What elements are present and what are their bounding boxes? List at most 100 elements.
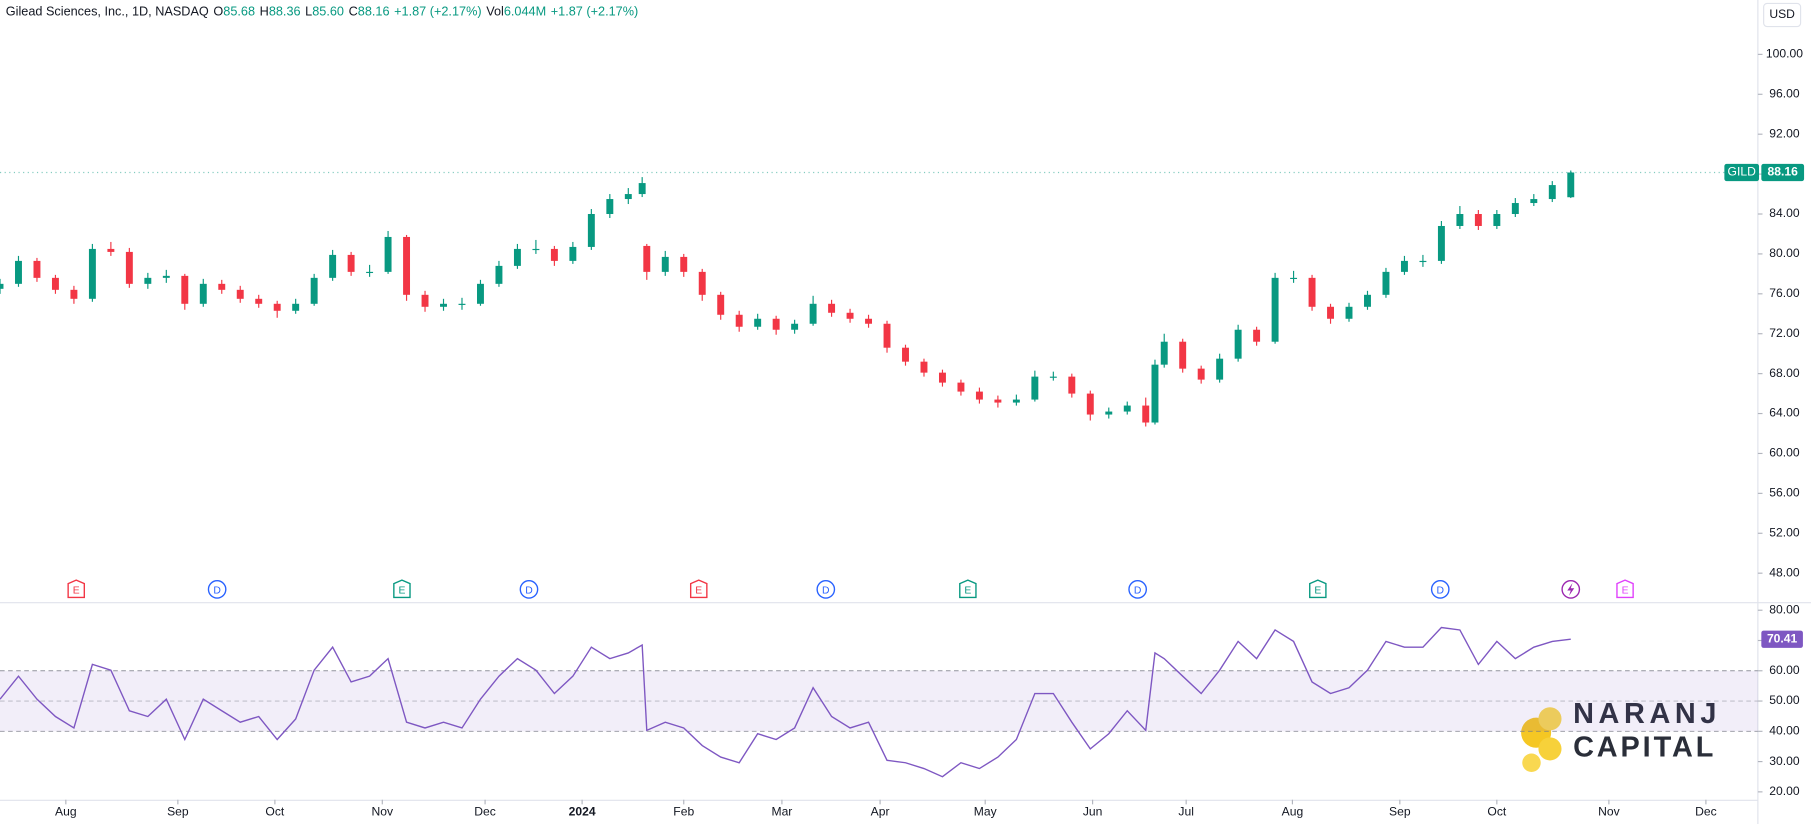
candle-body [1437, 225, 1445, 261]
x-tick-label: Aug [55, 805, 77, 819]
rsi-tag-text: 70.41 [1767, 631, 1798, 645]
candle-body [273, 303, 281, 311]
event-marker [393, 579, 411, 599]
rsi-line [0, 626, 1571, 778]
candle-body [532, 248, 540, 251]
y-tick-label: 52.00 [1769, 525, 1800, 539]
event-marker [959, 579, 977, 599]
currency-button[interactable] [1763, 2, 1802, 28]
legend-label: Vol [486, 5, 504, 19]
y-tick-label: 100.00 [1766, 47, 1803, 61]
candle-body [292, 303, 300, 311]
x-tick-label: Dec [474, 805, 496, 819]
candle-body [218, 283, 226, 290]
watermark-logo [1521, 707, 1562, 772]
candle-body [1364, 294, 1371, 307]
candle-body [458, 303, 466, 305]
x-tick-label: Oct [265, 805, 284, 819]
candle-body [735, 314, 743, 327]
candle-body [15, 260, 22, 284]
symbol-name: Gilead Sciences, Inc., 1D, NASDAQ [6, 5, 209, 19]
candle-body [902, 347, 909, 362]
candle-body [181, 275, 189, 304]
candle-body [1049, 376, 1057, 378]
candle-body [717, 294, 725, 315]
x-tick-label: Jun [1083, 805, 1103, 819]
lightning-icon [1567, 583, 1575, 596]
candle-body [366, 271, 374, 274]
candle-body [606, 199, 614, 215]
x-tick-label: Sep [167, 805, 189, 819]
x-tick-label: 2024 [569, 805, 596, 819]
symbol-tag-text: GILD [1728, 165, 1757, 179]
logo-circle [1538, 707, 1562, 731]
candle-body [1253, 329, 1261, 342]
legend-label: L [305, 5, 312, 19]
y-tick-label: 96.00 [1769, 86, 1800, 100]
candle-body [513, 248, 521, 266]
event-marker [1561, 580, 1581, 599]
symbol-tag [1724, 163, 1760, 182]
event-label: E [1622, 585, 1629, 596]
candle-body [772, 318, 780, 330]
candle-body [1493, 214, 1501, 226]
candle-body [329, 254, 337, 278]
candle-body [0, 283, 4, 289]
legend-value: 6.044M [504, 5, 546, 19]
candle-body [1151, 364, 1159, 423]
y-tick-label: 72.00 [1769, 326, 1800, 340]
candle-body [957, 382, 965, 392]
candle-body [680, 256, 688, 272]
candle-body [1382, 271, 1390, 295]
x-tick-label: Oct [1487, 805, 1506, 819]
legend-label: C [349, 5, 358, 19]
y-tick-label: 48.00 [1769, 565, 1800, 579]
candle-body [1345, 306, 1353, 319]
candle-body [1419, 260, 1427, 263]
y-tick-label: 68.00 [1769, 366, 1800, 380]
candle-body [403, 236, 411, 295]
price-tag-text: 88.16 [1768, 165, 1799, 179]
x-tick-label: Jul [1178, 805, 1193, 819]
legend-value: 88.36 [269, 5, 301, 19]
candle-body [661, 256, 669, 272]
y-tick-label: 80.00 [1769, 246, 1800, 260]
candle-body [1197, 368, 1205, 380]
candle-body [70, 289, 78, 299]
y-tick-label: 76.00 [1769, 286, 1800, 300]
event-label: E [964, 585, 971, 596]
x-tick-label: Nov [1598, 805, 1620, 819]
legend-value: +1.87 (+2.17%) [394, 5, 481, 19]
legend-value: 85.68 [223, 5, 255, 19]
event-label: E [398, 585, 405, 596]
event-label: D [1437, 585, 1444, 596]
x-tick-label: Sep [1389, 805, 1411, 819]
event-label: E [695, 585, 702, 596]
event-marker [519, 580, 539, 599]
watermark-text: NARANJ [1573, 698, 1721, 730]
candle-body [754, 318, 762, 327]
candle-body [1530, 199, 1538, 204]
y-tick-label: 60.00 [1769, 663, 1800, 677]
x-tick-label: Mar [771, 805, 792, 819]
event-label: D [1134, 585, 1141, 596]
legend-value: +1.87 (+2.17%) [551, 5, 638, 19]
event-label: D [822, 585, 829, 596]
candle-body [1142, 405, 1150, 423]
candle-body [1234, 329, 1242, 359]
legend-label: O [213, 5, 223, 19]
header: Gilead Sciences, Inc., 1D, NASDAQ O85.68 H… [6, 5, 638, 19]
candle-body [1400, 260, 1408, 272]
y-tick-label: 60.00 [1769, 446, 1800, 460]
candle-body [569, 246, 577, 261]
legend-value: 85.60 [312, 5, 344, 19]
y-tick-label: 30.00 [1769, 754, 1800, 768]
x-tick-label: Feb [673, 805, 694, 819]
candle-body [1031, 376, 1039, 400]
candle-body [624, 194, 632, 200]
candle-body [1160, 341, 1168, 365]
candle-body [1474, 214, 1482, 226]
candle-body [920, 361, 928, 373]
currency[interactable]: USD [1769, 7, 1795, 21]
